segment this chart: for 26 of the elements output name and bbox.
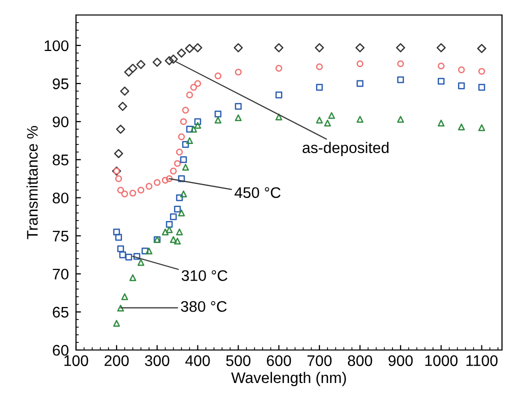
y-tick-label: 100 bbox=[44, 40, 68, 52]
x-tick-label: 800 bbox=[348, 355, 372, 366]
y-tick-label: 85 bbox=[52, 154, 68, 166]
x-tick-label: 900 bbox=[388, 355, 413, 366]
x-tick-label: 300 bbox=[144, 355, 170, 366]
x-tick-label: 200 bbox=[104, 355, 129, 366]
x-tick-label: 500 bbox=[226, 355, 250, 366]
x-tick-label: 1000 bbox=[425, 355, 458, 366]
x-axis-title: Wavelength (nm) bbox=[231, 372, 346, 386]
x-tick-label: 400 bbox=[185, 355, 210, 366]
y-tick-label: 75 bbox=[52, 230, 68, 242]
x-tick-label: 700 bbox=[307, 355, 332, 366]
y-tick-label: 70 bbox=[52, 268, 68, 280]
y-tick-label: 60 bbox=[52, 344, 68, 356]
annotation: 380 °C bbox=[180, 301, 227, 312]
annotation: as-deposited bbox=[302, 142, 388, 156]
x-tick-label: 100 bbox=[64, 355, 88, 366]
x-tick-label: 1100 bbox=[466, 355, 498, 366]
y-tick-label: 90 bbox=[52, 116, 68, 128]
annotation: 310 °C bbox=[182, 270, 228, 282]
y-tick-label: 80 bbox=[52, 192, 68, 204]
y-tick-label: 95 bbox=[52, 78, 68, 90]
y-tick-label: 65 bbox=[52, 306, 68, 318]
x-tick-label: 600 bbox=[266, 355, 292, 366]
annotation: 450 °C bbox=[234, 187, 281, 198]
y-axis-title: Transmittance % bbox=[26, 126, 38, 240]
